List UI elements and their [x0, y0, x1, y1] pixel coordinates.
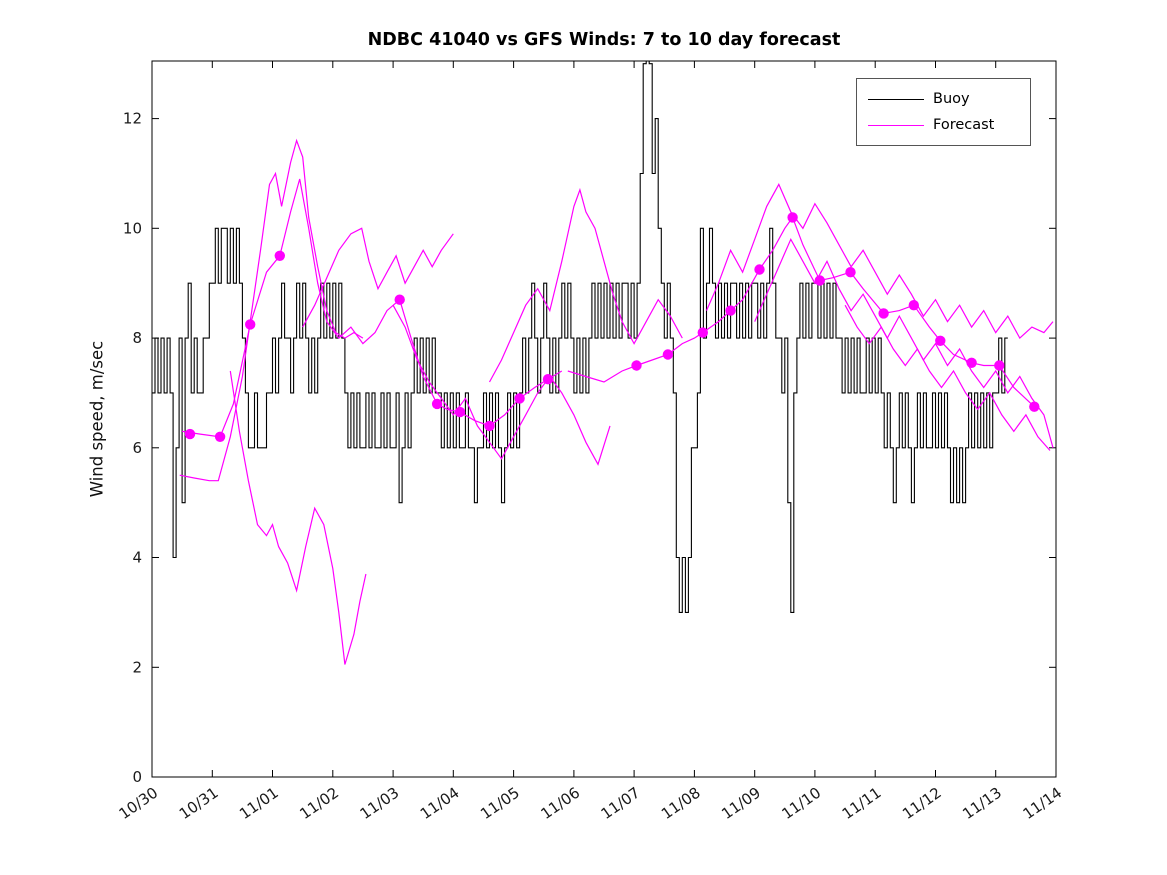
- forecast-marker-dot: [484, 420, 495, 432]
- legend: Buoy Forecast: [856, 78, 1031, 146]
- x-tick-label: 11/10: [778, 784, 824, 824]
- forecast-marker-dot: [662, 349, 674, 360]
- forecast-lines: [179, 138, 1054, 665]
- forecast-marker-dot: [1029, 401, 1040, 412]
- x-tick-label: 11/13: [959, 784, 1005, 824]
- forecast-marker-dot: [878, 308, 889, 319]
- x-tick-label: 11/01: [236, 784, 282, 824]
- x-tick-label: 11/05: [477, 784, 523, 824]
- y-tick-label: 8: [132, 329, 142, 347]
- buoy-series-line: [152, 61, 1008, 613]
- y-tick-label: 10: [123, 219, 142, 237]
- y-axis-label: Wind speed, m/sec: [87, 340, 107, 498]
- x-tick-label: 11/03: [357, 784, 403, 824]
- forecast-marker-dot: [725, 305, 736, 316]
- x-tick-label: 11/09: [718, 784, 764, 824]
- plot-border: [151, 60, 1057, 778]
- forecast-series-line: [392, 304, 611, 466]
- forecast-marker-dot: [787, 212, 798, 223]
- y-tick-label: 6: [132, 439, 142, 457]
- legend-buoy-label: Buoy: [933, 91, 970, 107]
- forecast-marker-dot: [214, 431, 226, 442]
- forecast-series-line: [488, 187, 683, 383]
- legend-buoy-line-sample: [868, 98, 924, 100]
- forecast-series-line: [844, 304, 1051, 451]
- forecast-series-line: [754, 237, 1054, 448]
- x-tick-label: 11/12: [899, 784, 945, 824]
- forecast-series-line: [229, 370, 367, 665]
- forecast-marker-dot: [754, 264, 765, 275]
- x-tick-label: 10/30: [116, 784, 162, 824]
- forecast-marker-dot: [274, 250, 285, 261]
- y-tick-label: 4: [132, 549, 142, 567]
- x-tick-label: 11/11: [839, 784, 885, 824]
- forecast-marker-dot: [394, 294, 405, 305]
- forecast-series-line: [302, 227, 454, 328]
- forecast-series-line: [705, 183, 1054, 340]
- forecast-marker-dot: [814, 275, 825, 286]
- forecast-marker-dot: [845, 267, 856, 278]
- x-tick-label: 11/02: [296, 784, 342, 824]
- forecast-marker-dot: [966, 357, 977, 368]
- legend-forecast-line-sample: [868, 124, 924, 126]
- forecast-marker-dot: [542, 374, 554, 385]
- forecast-marker-dot: [697, 327, 708, 338]
- x-tick-label: 11/08: [658, 784, 704, 824]
- forecast-marker-dot: [431, 398, 443, 410]
- forecast-markers: [184, 212, 1040, 442]
- y-axis-ticks: 0 2 4 6 8 10 12: [123, 110, 1056, 786]
- chart-title: NDBC 41040 vs GFS Winds: 7 to 10 day for…: [367, 30, 841, 50]
- legend-forecast-label: Forecast: [933, 117, 995, 133]
- legend-entry-forecast: Forecast: [857, 112, 1030, 138]
- x-tick-label: 11/06: [537, 784, 583, 824]
- y-tick-label: 2: [132, 658, 142, 676]
- forecast-series-line: [567, 216, 1035, 408]
- forecast-marker-dot: [245, 319, 256, 330]
- x-tick-label: 11/07: [598, 784, 644, 824]
- x-tick-label: 10/31: [176, 784, 222, 824]
- x-tick-label: 11/14: [1020, 784, 1066, 824]
- forecast-marker-dot: [908, 300, 919, 311]
- forecast-series-line: [179, 138, 364, 482]
- forecast-marker-dot: [454, 406, 466, 418]
- y-tick-label: 0: [132, 768, 142, 786]
- forecast-marker-dot: [935, 335, 946, 346]
- forecast-marker-dot: [184, 428, 196, 440]
- y-tick-label: 12: [123, 110, 142, 128]
- legend-entry-buoy: Buoy: [857, 86, 1030, 112]
- forecast-marker-dot: [514, 393, 525, 404]
- forecast-marker-dot: [994, 360, 1005, 371]
- forecast-marker-dot: [631, 360, 642, 371]
- x-tick-label: 11/04: [417, 784, 463, 824]
